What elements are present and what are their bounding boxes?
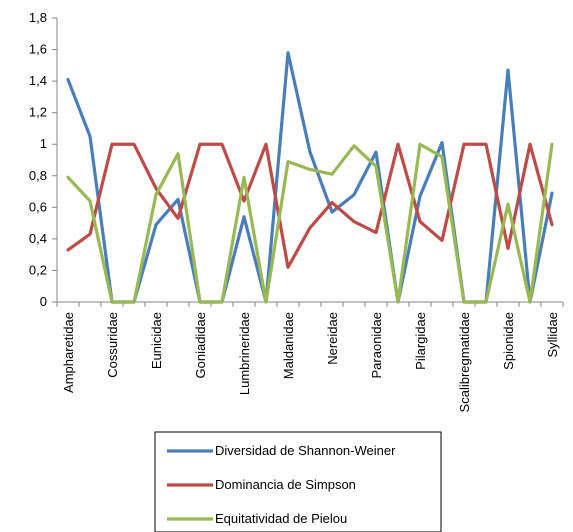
x-tick-label: Nereidae <box>325 312 340 365</box>
y-tick-label: 0,8 <box>29 168 47 183</box>
x-tick-label: Ampharetidae <box>61 312 76 393</box>
x-tick-label: Goniadidae <box>193 312 208 379</box>
x-tick-label: Lumbrineridae <box>237 312 252 395</box>
legend-entry: Dominancia de Simpson <box>215 477 356 492</box>
legend: Diversidad de Shannon-Weiner Dominancia d… <box>154 431 442 532</box>
y-tick-label: 0,2 <box>29 262 47 277</box>
x-tick-label: Cossuridae <box>105 312 120 378</box>
legend-entry: Equitatividad de Pielou <box>215 511 347 526</box>
chart-series <box>66 51 554 304</box>
series-line <box>66 142 554 304</box>
y-tick-label: 1,2 <box>29 105 47 120</box>
x-tick-label: Eunicidae <box>149 312 164 369</box>
y-tick-label: 1,4 <box>29 73 47 88</box>
x-tick-labels: Ampharetidae Cossuridae Eunicidae Goniadida… <box>61 312 560 412</box>
x-tick-label: Syllidae <box>545 312 560 358</box>
y-tick-label: 1,8 <box>29 10 47 25</box>
y-tick-label: 1,6 <box>29 42 47 57</box>
y-tick-label: 0,4 <box>29 231 47 246</box>
series-line <box>66 142 554 269</box>
chart-axes <box>52 17 564 307</box>
legend-box <box>154 431 442 532</box>
x-tick-label: Pilargidae <box>413 312 428 370</box>
x-tick-label: Maldanidae <box>281 312 296 379</box>
x-tick-label: Paraonidae <box>369 312 384 379</box>
x-tick-label: Spionidae <box>501 312 516 370</box>
y-tick-labels: 0 0,2 0,4 0,6 0,8 1 1,2 1,4 1,6 1,8 <box>29 10 47 309</box>
y-tick-label: 0 <box>40 294 47 309</box>
x-tick-label: Scalibregmatidae <box>457 312 472 412</box>
y-tick-label: 0,6 <box>29 199 47 214</box>
legend-entry: Diversidad de Shannon-Weiner <box>215 443 396 458</box>
y-tick-label: 1 <box>40 136 47 151</box>
